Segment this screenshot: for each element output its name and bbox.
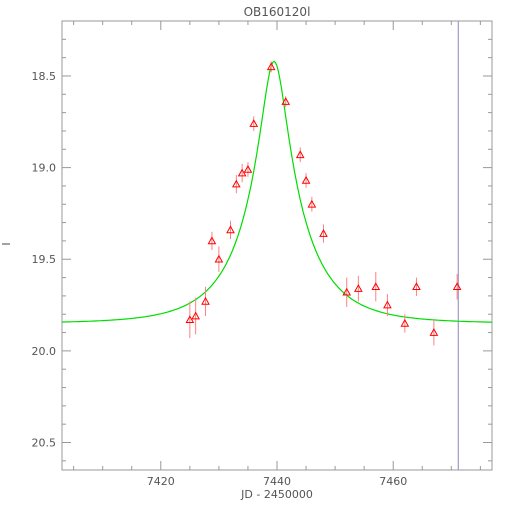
model-curve bbox=[62, 60, 493, 323]
data-point bbox=[237, 168, 247, 177]
y-tick-label: 19.5 bbox=[32, 253, 57, 266]
data-point bbox=[249, 119, 259, 127]
data-point bbox=[231, 179, 241, 188]
plot-frame bbox=[61, 20, 493, 471]
y-tick-label: 18.5 bbox=[32, 70, 57, 83]
data-point bbox=[185, 315, 195, 324]
data-point bbox=[307, 199, 317, 208]
data-point bbox=[342, 287, 352, 296]
data-point bbox=[354, 284, 363, 292]
data-point bbox=[266, 62, 276, 71]
chart-title: OB160120l bbox=[244, 5, 311, 19]
data-point bbox=[207, 236, 217, 245]
data-point bbox=[412, 282, 421, 291]
data-point bbox=[383, 300, 392, 309]
y-tick-label: 19.0 bbox=[32, 162, 57, 175]
data-point bbox=[214, 254, 224, 263]
x-tick-label: 7420 bbox=[147, 475, 175, 488]
x-tick-label: 7460 bbox=[379, 475, 407, 488]
y-axis-label: I bbox=[0, 242, 13, 245]
data-point bbox=[226, 225, 235, 234]
data-point bbox=[319, 229, 328, 237]
data-point bbox=[191, 311, 200, 320]
x-axis-label: JD - 2450000 bbox=[240, 488, 313, 501]
plot-area: 7420 7440 7460 18.5 19.0 19.5 20.0 20.5 bbox=[32, 20, 493, 488]
data-point bbox=[201, 296, 210, 305]
data-point bbox=[452, 282, 462, 291]
y-tick-label: 20.5 bbox=[32, 437, 57, 450]
data-point bbox=[429, 328, 439, 336]
data-point bbox=[281, 97, 291, 105]
data-point bbox=[295, 150, 305, 159]
x-tick-label: 7440 bbox=[263, 475, 291, 488]
y-tick-label: 20.0 bbox=[32, 345, 57, 358]
data-point bbox=[301, 175, 311, 184]
data-point bbox=[371, 282, 381, 291]
data-point bbox=[400, 318, 410, 327]
data-point bbox=[243, 164, 253, 173]
